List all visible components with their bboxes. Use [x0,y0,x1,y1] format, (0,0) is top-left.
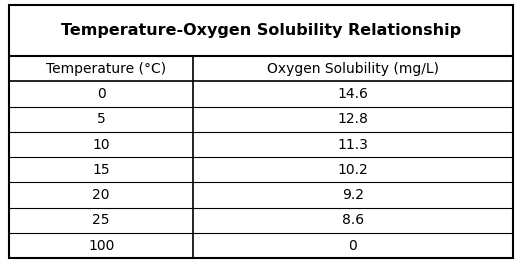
Text: 11.3: 11.3 [337,138,369,151]
Text: 100: 100 [88,239,114,253]
Text: 0: 0 [349,239,357,253]
Text: 12.8: 12.8 [337,112,369,126]
Text: 20: 20 [92,188,110,202]
Text: 9.2: 9.2 [342,188,364,202]
Text: Temperature (°C): Temperature (°C) [46,62,166,76]
Text: Oxygen Solubility (mg/L): Oxygen Solubility (mg/L) [267,62,439,76]
Text: Temperature-Oxygen Solubility Relationship: Temperature-Oxygen Solubility Relationsh… [61,23,461,38]
Text: 0: 0 [97,87,105,101]
Text: 10: 10 [92,138,110,151]
Text: 15: 15 [92,163,110,177]
Text: 14.6: 14.6 [337,87,369,101]
Text: 25: 25 [92,213,110,227]
Text: 8.6: 8.6 [342,213,364,227]
Text: 10.2: 10.2 [337,163,368,177]
Text: 5: 5 [97,112,105,126]
